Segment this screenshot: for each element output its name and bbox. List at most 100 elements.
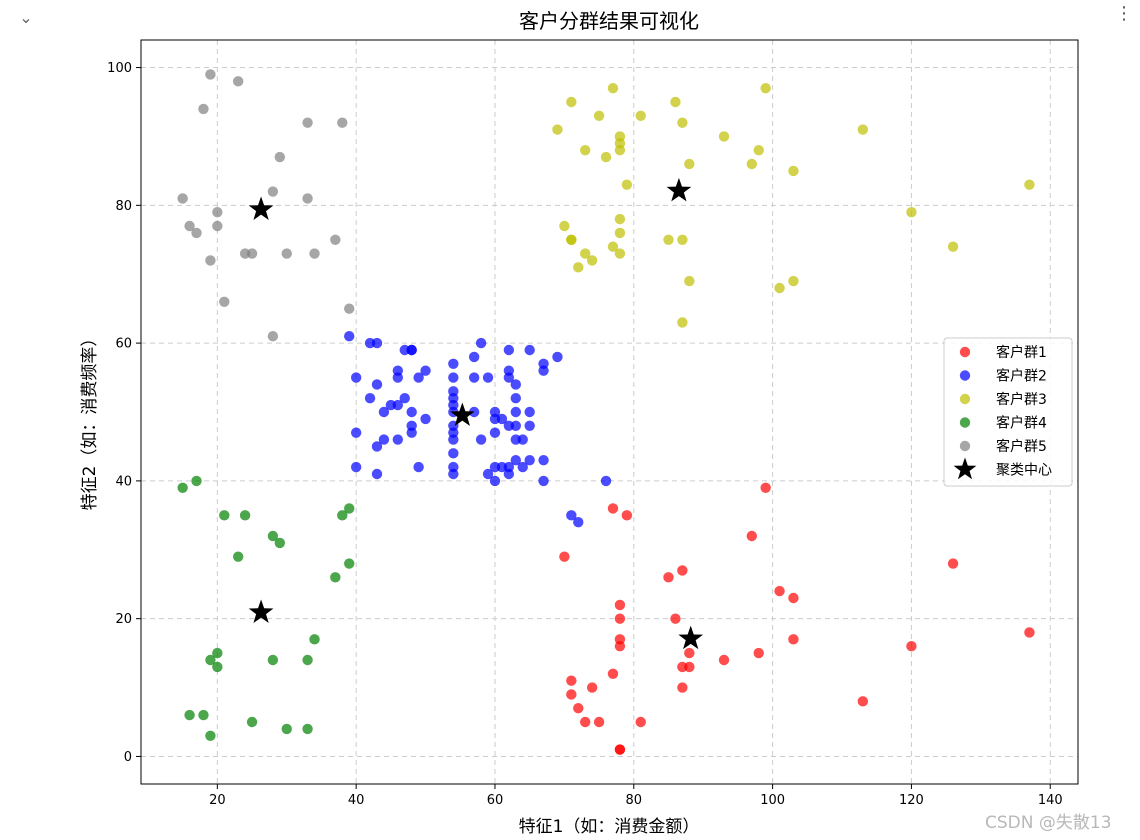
data-point	[684, 661, 695, 673]
data-point	[246, 716, 258, 728]
data-point	[371, 468, 383, 480]
series-1	[559, 482, 1035, 755]
watermark-text: CSDN @失散13	[985, 813, 1112, 833]
data-point	[184, 220, 195, 232]
data-point	[503, 468, 515, 480]
data-point	[350, 372, 362, 383]
y-tick-label: 0	[124, 750, 132, 765]
data-point	[670, 613, 681, 624]
data-point	[413, 372, 424, 383]
data-point	[475, 337, 487, 349]
data-point	[947, 558, 959, 569]
y-tick-label: 60	[115, 337, 132, 352]
data-point	[746, 158, 757, 170]
data-point	[205, 255, 216, 266]
more-vert-icon[interactable]: ⋮	[1115, 3, 1133, 24]
data-point	[267, 654, 279, 666]
data-point	[614, 145, 626, 156]
data-point	[420, 365, 431, 376]
data-point	[573, 703, 584, 714]
series-5	[177, 69, 355, 342]
legend: 客户群1 客户群2 客户群3 客户群4 客户群5 聚类中心	[943, 337, 1073, 487]
data-point	[344, 558, 355, 569]
data-point	[212, 647, 223, 659]
legend-box	[943, 337, 1073, 487]
data-point	[677, 117, 688, 128]
data-point	[420, 413, 431, 425]
data-point	[573, 262, 584, 273]
data-point	[670, 96, 681, 108]
data-point	[510, 420, 521, 431]
legend-marker	[959, 370, 971, 381]
cluster-center-marker	[666, 177, 692, 202]
data-point	[232, 551, 244, 562]
data-point	[684, 158, 695, 170]
data-point	[510, 406, 521, 418]
data-point	[573, 517, 584, 528]
data-point	[524, 455, 535, 466]
cluster-center-marker	[248, 599, 274, 623]
legend-label: 客户群1	[996, 344, 1047, 361]
data-point	[718, 654, 730, 666]
data-point	[330, 572, 341, 583]
data-point	[677, 317, 688, 328]
x-tick-label: 120	[899, 793, 924, 808]
data-point	[760, 482, 771, 493]
data-point	[468, 406, 480, 418]
data-point	[788, 634, 799, 645]
data-point	[344, 303, 355, 314]
data-point	[212, 220, 223, 232]
data-point	[663, 234, 674, 245]
data-point	[538, 365, 549, 376]
data-point	[580, 145, 591, 156]
data-point	[212, 661, 223, 673]
data-point	[503, 372, 515, 383]
data-point	[406, 427, 417, 438]
cluster-center-marker	[678, 625, 704, 650]
data-point	[906, 641, 917, 652]
y-tick-label: 20	[115, 612, 132, 627]
data-point	[448, 434, 459, 445]
legend-star-marker	[953, 457, 977, 480]
data-point	[510, 393, 521, 404]
data-point	[566, 96, 577, 108]
data-point	[774, 585, 785, 597]
chevron-down-icon[interactable]: ⌄	[19, 8, 33, 27]
y-tick-label: 40	[115, 474, 132, 489]
cluster-center-marker	[248, 196, 274, 220]
x-tick-label: 80	[626, 793, 643, 808]
data-point	[614, 248, 626, 259]
data-point	[219, 510, 230, 521]
y-axis-label: 特征2（如：消费频率）	[80, 330, 100, 511]
y-tick-label: 100	[107, 61, 132, 76]
data-point	[350, 427, 362, 438]
data-point	[607, 241, 619, 252]
data-point	[177, 482, 188, 493]
data-point	[600, 475, 612, 487]
data-point	[753, 647, 764, 659]
data-point	[524, 344, 535, 356]
data-point	[524, 420, 535, 431]
data-point	[448, 448, 459, 459]
data-point	[330, 234, 341, 245]
data-point	[482, 372, 494, 383]
data-point	[448, 358, 459, 369]
data-point	[607, 83, 619, 94]
data-point	[517, 461, 528, 473]
x-tick-label: 20	[209, 793, 226, 808]
legend-label: 客户群2	[996, 368, 1047, 385]
series-3	[552, 83, 1035, 328]
x-tick-label: 60	[487, 793, 504, 808]
data-point	[371, 441, 383, 452]
data-point	[760, 83, 771, 94]
data-point	[302, 117, 313, 128]
data-point	[538, 475, 549, 487]
data-point	[593, 716, 605, 728]
legend-marker	[959, 417, 971, 428]
data-point	[635, 716, 646, 728]
data-point	[364, 393, 376, 404]
data-point	[746, 530, 757, 542]
data-point	[475, 434, 487, 445]
data-point	[586, 682, 598, 693]
data-point	[274, 537, 286, 549]
